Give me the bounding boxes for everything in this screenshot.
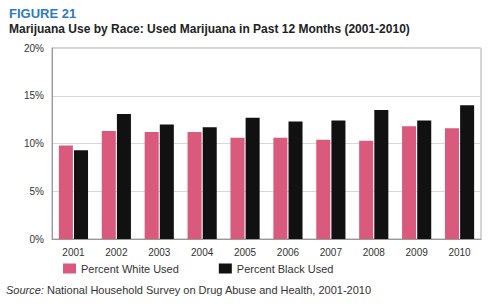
svg-text:2001: 2001 (62, 247, 85, 258)
svg-text:FIGURE 21: FIGURE 21 (9, 6, 76, 21)
svg-text:2002: 2002 (105, 247, 128, 258)
svg-text:2007: 2007 (320, 247, 343, 258)
svg-text:2008: 2008 (363, 247, 386, 258)
svg-text:2003: 2003 (148, 247, 171, 258)
svg-text:5%: 5% (30, 186, 45, 197)
svg-text:Marijuana Use by Race: Used Ma: Marijuana Use by Race: Used Marijuana in… (9, 22, 410, 36)
svg-text:Percent Black Used: Percent Black Used (237, 263, 334, 275)
svg-text:10%: 10% (24, 138, 44, 149)
svg-text:15%: 15% (24, 90, 44, 101)
svg-text:0%: 0% (30, 234, 45, 245)
svg-text:2010: 2010 (448, 247, 471, 258)
svg-text:Source:: Source: (6, 284, 44, 296)
svg-text:Percent White Used: Percent White Used (81, 263, 179, 275)
svg-text:2009: 2009 (406, 247, 429, 258)
svg-text:2005: 2005 (234, 247, 257, 258)
svg-text:20%: 20% (24, 43, 44, 54)
svg-text:2004: 2004 (191, 247, 214, 258)
svg-text:2006: 2006 (277, 247, 300, 258)
svg-text:National Household Survey on D: National Household Survey on Drug Abuse … (44, 284, 371, 296)
